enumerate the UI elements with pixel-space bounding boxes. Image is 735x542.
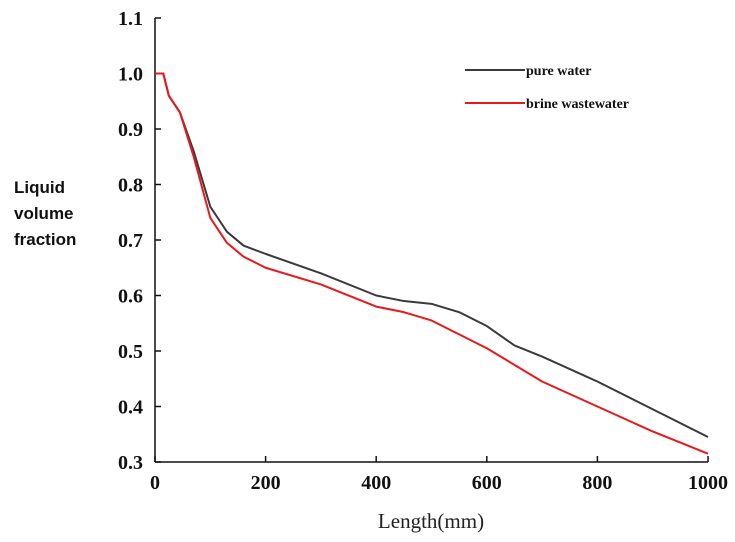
series-line: [155, 72, 709, 438]
y-tick-label: 1.0: [118, 64, 143, 86]
x-tick-label: 800: [582, 472, 612, 494]
x-tick-label: 200: [251, 472, 281, 494]
y-tick-label: 0.6: [118, 286, 143, 308]
x-axis-label: Length(mm): [378, 509, 484, 533]
y-tick-label: 1.1: [118, 8, 143, 30]
y-tick-label: 0.9: [118, 119, 143, 141]
legend-label: pure water: [526, 64, 591, 79]
y-tick-label: 0.4: [118, 397, 143, 419]
y-tick-label: 0.5: [118, 341, 143, 363]
y-tick-label: 0.3: [118, 452, 143, 474]
y-tick-label: 0.8: [118, 175, 143, 197]
x-tick-label: 600: [472, 472, 502, 494]
x-tick-label: 1000: [688, 472, 728, 494]
series-line: [155, 72, 709, 455]
legend-label: brine wastewater: [526, 97, 629, 112]
y-tick-label: 0.7: [118, 230, 143, 252]
x-tick-label: 0: [150, 472, 160, 494]
y-axis-label: Liquid volume fraction: [14, 178, 77, 249]
x-tick-label: 400: [361, 472, 391, 494]
